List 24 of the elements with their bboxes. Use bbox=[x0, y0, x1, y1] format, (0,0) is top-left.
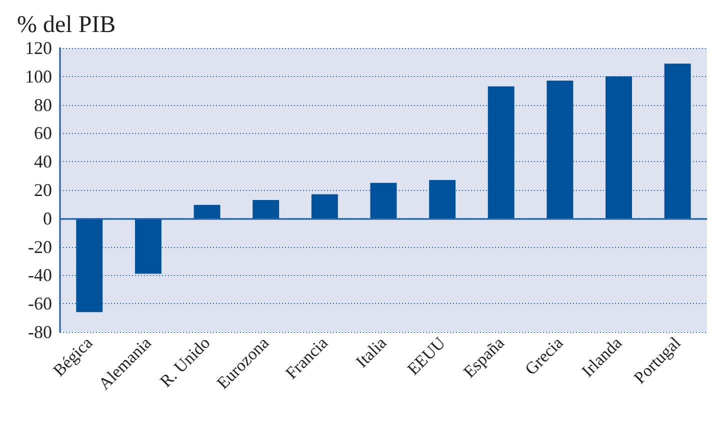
y-tick-label: -40 bbox=[28, 265, 52, 286]
y-tick-label: 120 bbox=[25, 38, 52, 58]
y-tick-label: 20 bbox=[34, 180, 52, 200]
y-tick-label: 60 bbox=[34, 123, 52, 144]
bar bbox=[606, 76, 632, 218]
y-tick-label: 40 bbox=[34, 152, 52, 172]
y-tick-label: 0 bbox=[43, 208, 52, 228]
y-tick-label: -60 bbox=[28, 294, 52, 314]
bar bbox=[664, 64, 691, 218]
chart-title: % del PIB bbox=[17, 12, 116, 38]
bar bbox=[488, 86, 514, 218]
y-tick-label: -20 bbox=[28, 236, 52, 257]
y-tick-label: 80 bbox=[34, 94, 52, 115]
bar bbox=[370, 182, 397, 218]
bar bbox=[546, 80, 574, 218]
bar bbox=[429, 180, 456, 218]
bar bbox=[252, 200, 280, 218]
bar bbox=[76, 218, 103, 312]
bar bbox=[134, 218, 162, 274]
bar bbox=[311, 194, 338, 218]
y-tick-label: -80 bbox=[28, 322, 52, 342]
bar bbox=[194, 204, 220, 218]
x-tick-label: Italia bbox=[352, 332, 391, 372]
y-tick-label: 100 bbox=[25, 66, 52, 86]
